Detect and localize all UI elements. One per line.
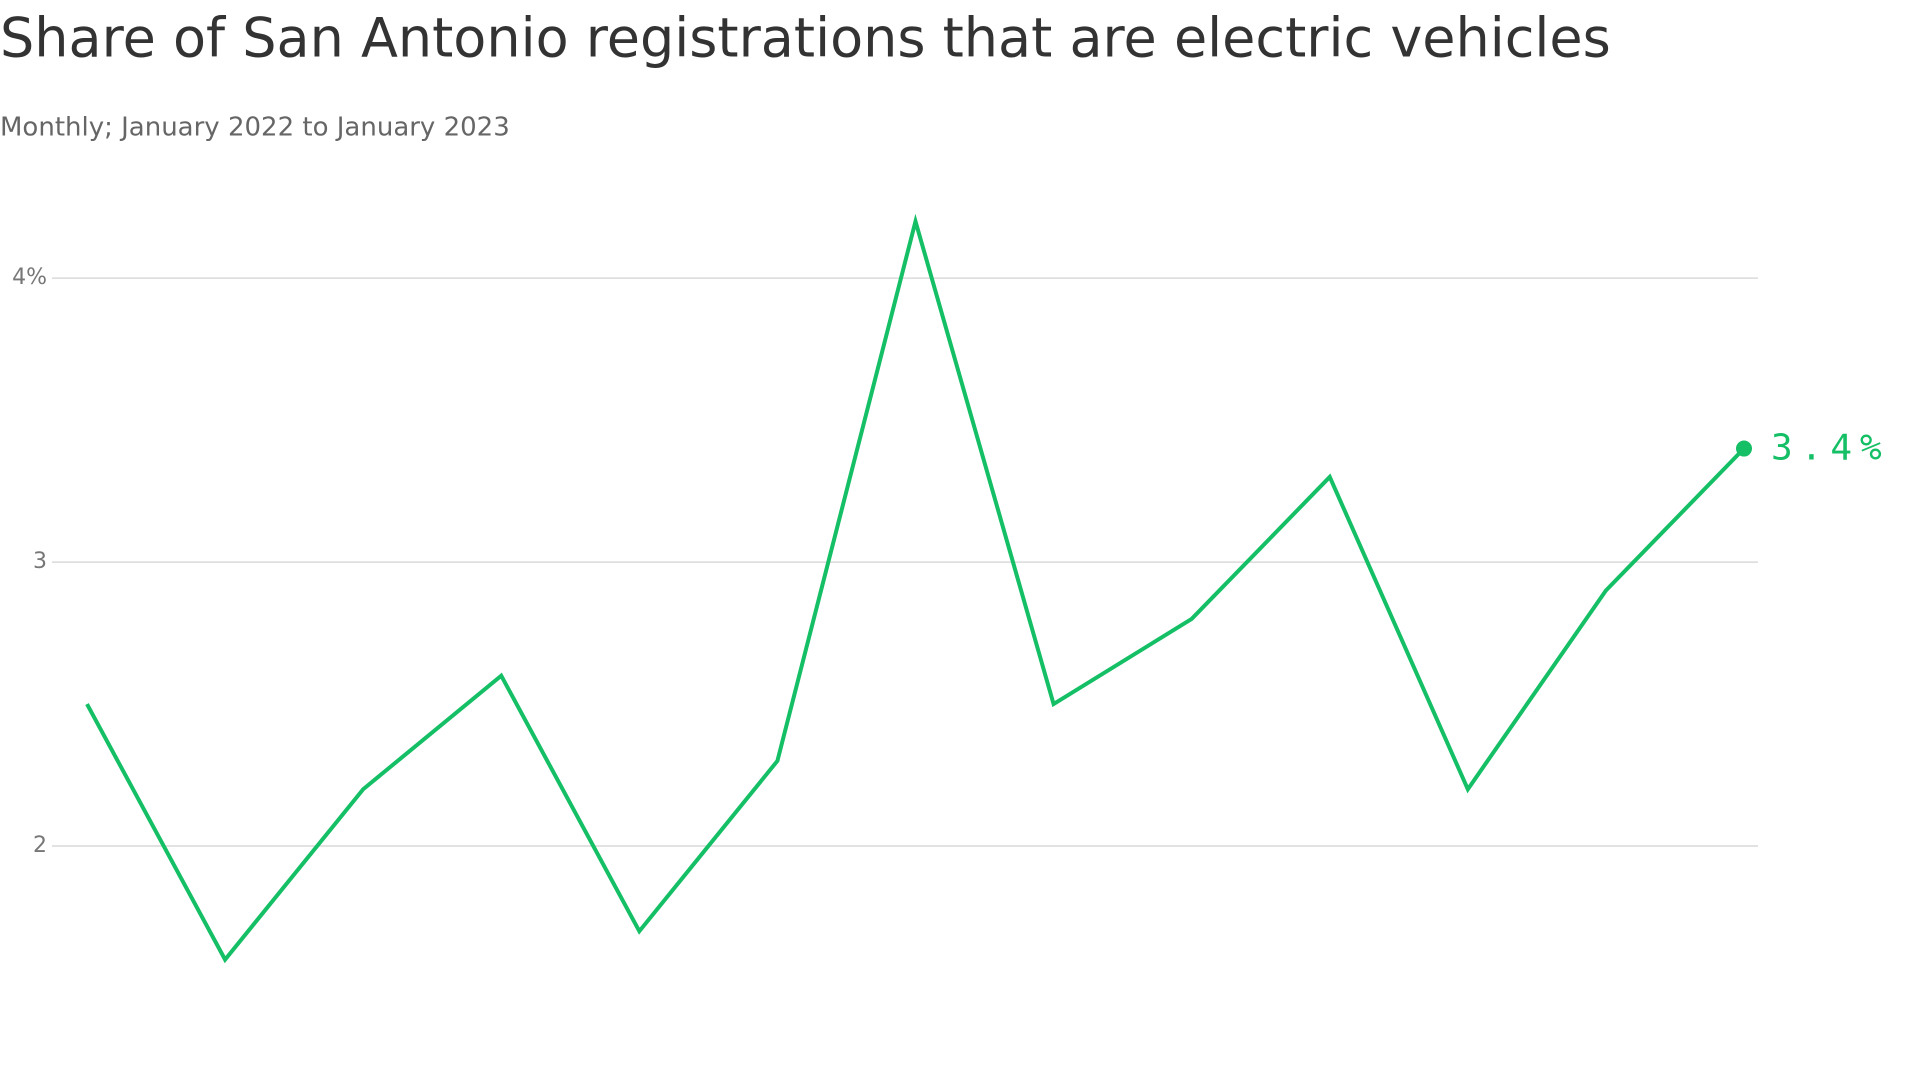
chart-title: Share of San Antonio registrations that … bbox=[0, 7, 1611, 70]
y-tick-label: 3 bbox=[33, 549, 47, 574]
chart-subtitle: Monthly; January 2022 to January 2023 bbox=[0, 113, 510, 143]
y-tick-label: 4% bbox=[12, 265, 47, 290]
value-label: 3.4% bbox=[1771, 428, 1890, 469]
end-dot bbox=[1736, 440, 1752, 457]
y-tick-label: 2 bbox=[33, 833, 47, 858]
data-line bbox=[85, 213, 1746, 964]
